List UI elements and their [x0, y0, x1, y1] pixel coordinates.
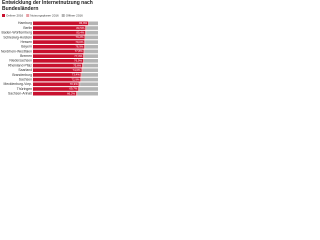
legend-swatch: [26, 14, 30, 17]
legend-swatch: [2, 14, 5, 17]
bar-segment: [80, 77, 82, 82]
bar-segment: [33, 54, 84, 58]
bar-segment: [86, 30, 98, 35]
page: Entwicklung der Internetnutzung nach Bun…: [0, 0, 100, 98]
bar-segment: [85, 26, 87, 30]
bar-segment: [84, 49, 98, 54]
bar-segment: [84, 40, 86, 44]
bar-segment: [82, 63, 84, 68]
bar-segment: [78, 87, 80, 91]
legend-label: Nutzungsplaner 2016: [30, 13, 59, 17]
bar-segment: [81, 73, 98, 77]
value-label: 84,9%: [79, 21, 87, 25]
bar-segment: [33, 77, 81, 82]
bar-segment: [33, 63, 83, 68]
y-tick-label: Mecklenburg-Vorp.: [4, 82, 33, 86]
bar-segment: [33, 26, 86, 30]
value-label: 77,3%: [74, 54, 82, 58]
value-label: 73,4%: [72, 73, 80, 77]
bar-segment: [77, 91, 98, 96]
bar-segment: [83, 49, 85, 54]
bar-segment: [88, 21, 90, 26]
bar-segment: [33, 68, 82, 73]
bar-segment: [83, 54, 85, 58]
bar-segment: [80, 73, 82, 77]
bar-segment: [33, 49, 84, 54]
bar-segment: [81, 68, 83, 73]
y-tick-label: Saarland: [18, 68, 32, 72]
value-label: 79,0%: [75, 40, 83, 44]
bar-segment: [33, 35, 85, 40]
bar-segment: [33, 59, 83, 63]
value-label: 72,9%: [71, 77, 79, 81]
y-tick-label: Schleswig-Holstein: [3, 35, 32, 39]
bar-segment: [84, 59, 98, 63]
bar-segment: [84, 35, 86, 40]
y-tick-label: Bremen: [20, 54, 32, 58]
bar-segment: [33, 40, 85, 44]
bar-segment: [85, 30, 87, 35]
bar-segment: [76, 91, 78, 96]
y-tick-label: Hessen: [21, 40, 33, 44]
bar-segment: [85, 40, 98, 44]
bar-segment: [85, 44, 98, 49]
bar-segment: [89, 21, 98, 26]
bar-segment: [83, 63, 98, 68]
bar-segment: [78, 82, 81, 87]
value-label: 77,8%: [75, 49, 83, 53]
legend-label: Onliner 2016: [6, 13, 24, 17]
legend-label: Offliner 2016: [66, 13, 83, 17]
bar-segment: [82, 68, 98, 73]
bar-segment: [86, 26, 98, 30]
y-tick-label: Sachsen: [19, 77, 32, 81]
value-label: 78,9%: [75, 45, 83, 49]
bar-segment: [33, 87, 79, 91]
y-tick-label: Thüringen: [17, 87, 32, 91]
value-label: 76,9%: [74, 59, 82, 63]
y-tick-label: Sachsen-Anhalt: [8, 92, 32, 96]
value-label: 75,6%: [73, 63, 81, 67]
bar-segment: [33, 21, 89, 26]
value-label: 74,6%: [73, 68, 81, 72]
value-label: 79,2%: [76, 35, 84, 39]
y-tick-label: Rheinland-Pfalz: [8, 63, 32, 67]
value-label: 80,4%: [76, 30, 84, 34]
value-label: 70,3%: [70, 82, 78, 86]
bar-segment: [85, 35, 98, 40]
bar-segment: [81, 77, 98, 82]
y-tick-label: Berlin: [23, 26, 32, 30]
y-tick-label: Hamburg: [18, 21, 32, 25]
y-tick-label: Baden-Württemberg: [1, 31, 32, 35]
y-tick-label: Nordrhein-Westfalen: [1, 49, 32, 53]
bar-segment: [33, 44, 85, 49]
y-tick-label: Niedersachsen: [9, 59, 32, 63]
bar-segment: [84, 44, 86, 49]
value-label: 66,2%: [67, 91, 75, 95]
bar-segment: [33, 30, 86, 35]
chart-title: Entwicklung der Internetnutzung nach Bun…: [2, 0, 93, 12]
chart: Onliner 2016 Nutzungsplaner 2016 Offliner …: [1, 13, 98, 96]
value-label: 80,5%: [76, 26, 84, 30]
bar-segment: [80, 82, 98, 87]
legend-swatch: [61, 14, 65, 17]
bar-segment: [33, 82, 79, 87]
bar-segment: [82, 59, 85, 63]
bar-segment: [79, 87, 98, 91]
bar-segment: [33, 91, 77, 96]
y-tick-label: Bayern: [21, 45, 32, 49]
bar-segment: [33, 73, 81, 77]
value-label: 69,7%: [69, 87, 77, 91]
y-tick-label: Brandenburg: [12, 73, 32, 77]
bar-segment: [84, 54, 98, 58]
